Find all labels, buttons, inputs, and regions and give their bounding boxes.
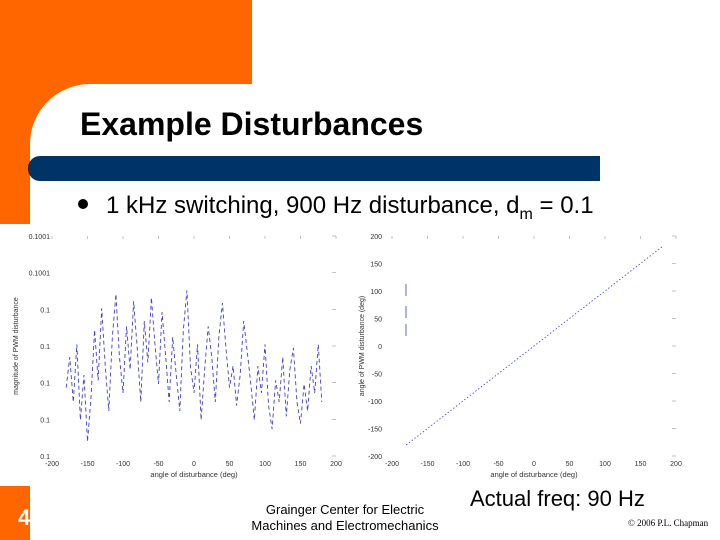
x-tick-label: 50 bbox=[226, 461, 234, 468]
bullet-text: 1 kHz switching, 900 Hz disturbance, dm … bbox=[106, 192, 594, 223]
y-tick-label: -150 bbox=[368, 427, 382, 434]
bullet-main: 1 kHz switching, 900 Hz disturbance, d bbox=[106, 192, 520, 219]
x-tick-label: -50 bbox=[153, 461, 163, 468]
x-tick-label: -200 bbox=[385, 461, 399, 468]
y-tick-label: 0.1 bbox=[40, 417, 50, 424]
x-tick-label: 200 bbox=[330, 461, 342, 468]
y-tick-label: 0 bbox=[378, 344, 382, 351]
footer-line-1: Grainger Center for Electric bbox=[265, 502, 425, 517]
y-tick-label: -100 bbox=[368, 399, 382, 406]
footer-institution: Grainger Center for Electric Machines an… bbox=[230, 502, 460, 534]
y-tick-label: 200 bbox=[370, 234, 382, 241]
y-tick-label: 0.1 bbox=[40, 307, 50, 314]
plot-background bbox=[0, 224, 720, 486]
x-tick-label: 0 bbox=[192, 461, 196, 468]
x-tick-label: -150 bbox=[420, 461, 434, 468]
bullet-tail: = 0.1 bbox=[532, 192, 594, 219]
magnitude-series-line bbox=[65, 290, 323, 442]
x-tick-label: 150 bbox=[635, 461, 647, 468]
y-axis-label: magnitude of PWM disturbance bbox=[13, 297, 20, 395]
x-tick-label: 100 bbox=[259, 461, 271, 468]
x-tick-label: 0 bbox=[532, 461, 536, 468]
y-tick-label: 0.1 bbox=[40, 381, 50, 388]
actual-frequency: Actual freq: 90 Hz bbox=[470, 486, 645, 511]
y-tick-label: 150 bbox=[370, 262, 382, 269]
y-tick-label: 0.1 bbox=[40, 454, 50, 461]
x-tick-label: 150 bbox=[295, 461, 307, 468]
slide-title: Example Disturbances bbox=[80, 106, 424, 142]
x-tick-label: 200 bbox=[670, 461, 682, 468]
y-tick-label: 100 bbox=[370, 289, 382, 296]
footer-line-2: Machines and Electromechanics bbox=[251, 518, 439, 533]
angle-series-line bbox=[405, 246, 663, 446]
y-tick-label: 50 bbox=[374, 317, 382, 324]
x-tick-label: -150 bbox=[80, 461, 94, 468]
slide-number: 42 bbox=[18, 505, 43, 530]
title-underline-bar bbox=[28, 156, 600, 181]
bullet-subscript: m bbox=[519, 206, 533, 223]
y-axis-label: angle of PWM disturbance (deg) bbox=[359, 296, 366, 396]
y-tick-label: 0.1001 bbox=[29, 234, 51, 241]
bullet-dot bbox=[78, 199, 88, 209]
x-tick-label: -100 bbox=[456, 461, 470, 468]
y-tick-label: 0.1001 bbox=[29, 271, 51, 278]
x-tick-label: -50 bbox=[493, 461, 503, 468]
charts-figure: -200 -150 -100 -50 0 50 100 150 200 angle of dist… bbox=[13, 234, 682, 479]
y-tick-label: 0.1 bbox=[40, 344, 50, 351]
x-tick-label: -200 bbox=[45, 461, 59, 468]
x-tick-label: 50 bbox=[566, 461, 574, 468]
y-tick-label: -50 bbox=[372, 372, 382, 379]
x-axis-label: angle of disturbance (deg) bbox=[490, 470, 578, 479]
x-axis-label: angle of disturbance (deg) bbox=[150, 470, 238, 479]
y-tick-label: -200 bbox=[368, 454, 382, 461]
x-tick-label: 100 bbox=[599, 461, 611, 468]
copyright: © 2006 P.L. Chapman bbox=[628, 518, 709, 528]
x-tick-label: -100 bbox=[116, 461, 130, 468]
